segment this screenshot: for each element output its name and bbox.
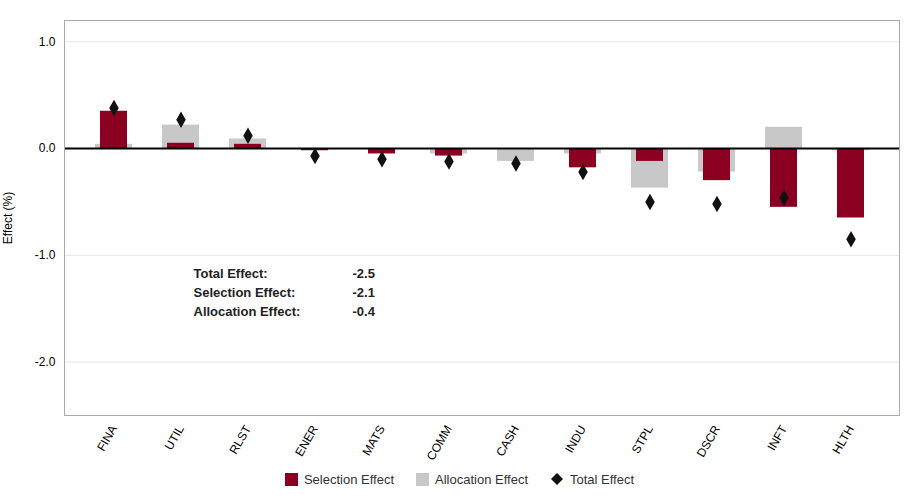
svg-text:UTIL: UTIL [162, 423, 187, 453]
svg-text:-1.0: -1.0 [35, 248, 56, 262]
svg-text:COMM: COMM [424, 423, 455, 463]
svg-text:DSCR: DSCR [694, 423, 723, 460]
svg-text:Effect (%): Effect (%) [1, 192, 15, 244]
svg-text:0.0: 0.0 [39, 141, 56, 155]
svg-text:RLST: RLST [226, 422, 254, 456]
svg-text:-2.1: -2.1 [353, 285, 375, 300]
svg-text:INDU: INDU [562, 423, 589, 455]
svg-text:FINA: FINA [94, 423, 120, 454]
svg-text:MATS: MATS [360, 423, 388, 458]
svg-text:Allocation Effect:: Allocation Effect: [194, 304, 301, 319]
svg-text:-0.4: -0.4 [353, 304, 376, 319]
svg-text:INFT: INFT [764, 422, 790, 453]
svg-text:HLTH: HLTH [830, 423, 857, 456]
svg-text:ENER: ENER [292, 423, 321, 459]
html-text:Allocation Effect: Allocation Effect [435, 471, 528, 487]
svg-text:-2.5: -2.5 [353, 266, 375, 281]
html-text:Selection Effect: Selection Effect [303, 471, 394, 487]
svg-text:CASH: CASH [493, 423, 522, 459]
svg-text:Selection Effect:: Selection Effect: [194, 285, 296, 300]
svg-text:-2.0: -2.0 [35, 355, 56, 369]
svg-text:1.0: 1.0 [39, 35, 56, 49]
svg-text:STPL: STPL [629, 423, 656, 456]
svg-text:Total Effect:: Total Effect: [194, 266, 268, 281]
html-text:Total Effect: Total Effect [570, 471, 635, 487]
